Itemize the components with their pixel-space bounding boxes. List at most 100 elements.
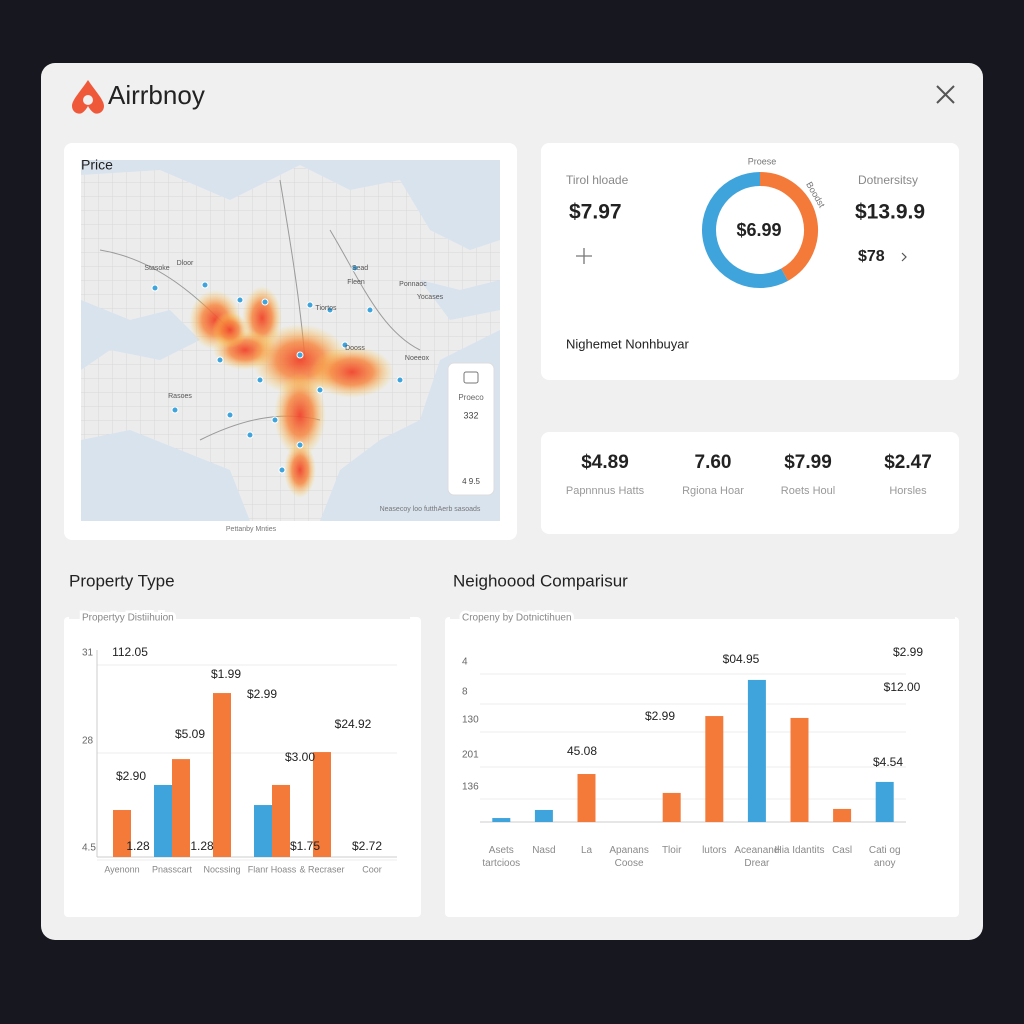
x-tick-label: Casl xyxy=(832,845,853,856)
bar xyxy=(833,808,852,822)
data-annotation: 45.08 xyxy=(567,744,597,758)
map-label: Ponnaoc xyxy=(399,281,427,288)
x-tick-label: Coor xyxy=(362,864,382,874)
stat-value: 7.60 xyxy=(695,452,732,473)
data-annotation: $24.92 xyxy=(335,717,372,731)
bar xyxy=(577,774,596,822)
heat-blob xyxy=(310,346,394,398)
stats-card xyxy=(541,432,959,534)
bar xyxy=(272,784,290,857)
bar xyxy=(662,792,681,822)
stat-label: Papnnnus Hatts xyxy=(566,485,645,497)
chart-subtitle: Cropeny by Dotnictihuen xyxy=(462,613,572,624)
stat-label: Roets Houl xyxy=(781,485,835,497)
donut-segment xyxy=(702,172,788,288)
data-annotation: $2.99 xyxy=(247,687,277,701)
summary-sub: $78 xyxy=(858,248,885,265)
map-pin xyxy=(271,416,279,424)
stat-value: $4.89 xyxy=(581,452,629,473)
chart-title: Property Type xyxy=(69,571,175,590)
data-annotation: $2.99 xyxy=(645,709,675,723)
donut-center: $6.99 xyxy=(736,220,781,240)
map-pin xyxy=(171,406,179,414)
x-tick-label: Hia Idantits xyxy=(774,845,825,856)
x-tick-label: lutors xyxy=(702,845,727,856)
bar xyxy=(113,810,131,857)
map-pin xyxy=(366,306,374,314)
data-annotation: 1.28 xyxy=(190,839,214,853)
y-axis-label: 28 xyxy=(82,736,94,747)
stat-value: $7.99 xyxy=(784,452,832,473)
x-tick-label: Pnasscart xyxy=(152,864,193,874)
data-annotation: 112.05 xyxy=(112,645,148,659)
map-pin xyxy=(261,298,269,306)
bar xyxy=(313,752,331,857)
map-pin xyxy=(326,306,334,314)
map-label: Stasoke xyxy=(144,265,169,272)
map-pin xyxy=(296,441,304,449)
map-pin xyxy=(396,376,404,384)
legend-icon xyxy=(463,371,479,384)
data-annotation: $12.00 xyxy=(884,680,921,694)
map-pin xyxy=(226,411,234,419)
x-tick-label: La xyxy=(580,845,593,856)
map-legend xyxy=(447,362,495,496)
map-pin xyxy=(278,466,286,474)
map-pin xyxy=(306,301,314,309)
map-pin xyxy=(341,341,349,349)
map-label: Sead xyxy=(352,265,368,272)
summary-value: $13.9.9 xyxy=(855,201,925,224)
y-axis-label: 31 xyxy=(82,648,94,659)
legend-bottom: 4 9.5 xyxy=(462,477,480,486)
heat-blob xyxy=(274,373,326,457)
map-label: Dooss xyxy=(345,345,365,352)
app-title: Airrbnoy xyxy=(108,80,205,110)
legend-value: 332 xyxy=(463,410,478,420)
x-tick-label: Tloir xyxy=(661,845,682,856)
x-tick-label: & Recraser xyxy=(299,864,344,874)
map-pin xyxy=(296,351,304,359)
map-attribution: Neasecoy loo futthAerb sasoads xyxy=(380,506,481,513)
heat-blob xyxy=(284,442,316,498)
map-pin xyxy=(151,284,159,292)
summary-card xyxy=(541,143,959,380)
map xyxy=(81,160,500,521)
y-axis-label: 4 xyxy=(462,657,468,668)
map-pin xyxy=(246,431,254,439)
data-annotation: $04.95 xyxy=(723,652,760,666)
map-label: Yocases xyxy=(417,294,444,301)
data-annotation: $5.09 xyxy=(175,727,205,741)
donut-top: Proese xyxy=(748,156,777,166)
data-annotation: $2.90 xyxy=(116,769,146,783)
map-label: Rasoes xyxy=(168,393,192,400)
bar xyxy=(790,717,809,822)
y-axis-label: 4.5 xyxy=(82,843,96,854)
stat-label: Rgiona Hoar xyxy=(682,485,744,497)
x-tick-label: Apanans Coose xyxy=(609,845,649,869)
chart-title: Neighoood Comparisur xyxy=(453,571,628,590)
map-label: Dloor xyxy=(177,260,194,267)
bar xyxy=(492,818,511,822)
map-pin xyxy=(316,386,324,394)
y-axis-label: 130 xyxy=(462,715,479,726)
data-annotation: $2.72 xyxy=(352,839,382,853)
x-tick-label: Nocssing xyxy=(203,864,240,874)
data-annotation: 1.28 xyxy=(126,839,150,853)
x-tick-label: Ayenonn xyxy=(104,864,139,874)
heat-blob xyxy=(212,312,248,348)
y-axis-label: 8 xyxy=(462,687,468,698)
bar xyxy=(213,693,231,857)
bar xyxy=(254,805,272,857)
map-pin xyxy=(351,264,359,272)
donut-segment xyxy=(759,172,818,281)
map-pin xyxy=(256,376,264,384)
summary-value: $7.97 xyxy=(569,201,622,224)
legend-label: Proeco xyxy=(458,393,484,402)
map-pin xyxy=(216,356,224,364)
map-pin xyxy=(201,281,209,289)
close-button[interactable] xyxy=(936,85,955,104)
chart-card xyxy=(64,617,421,917)
chart-subtitle: Propertyy Distiihuion xyxy=(82,613,174,624)
